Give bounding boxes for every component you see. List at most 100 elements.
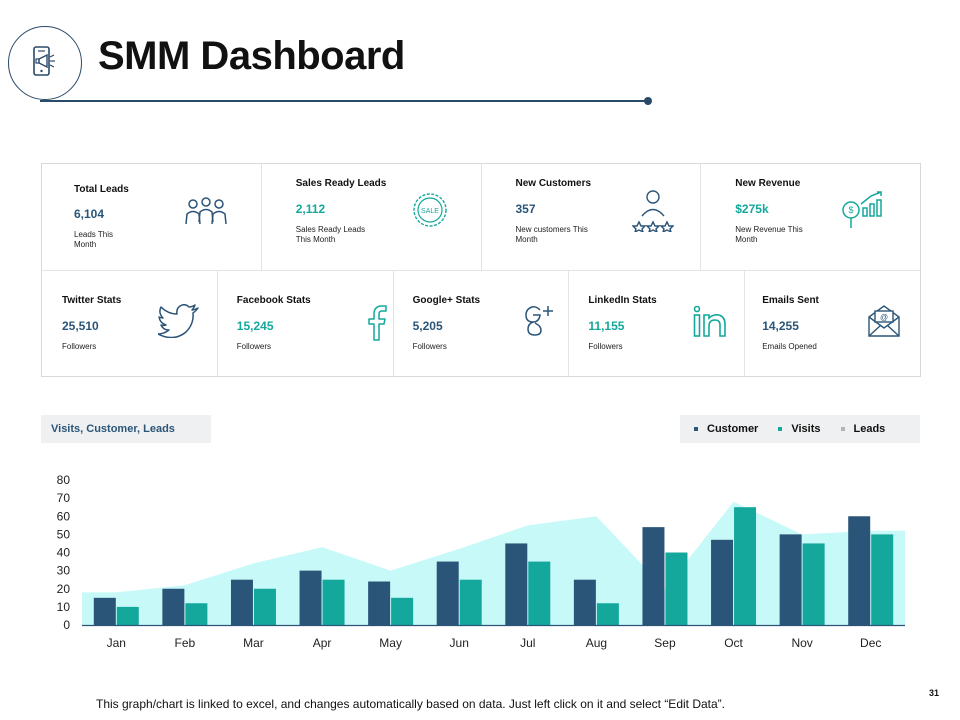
stat-label: New Customers [515,178,592,189]
bar-visits-aug [596,603,619,625]
sale-badge-icon: SALE [413,193,447,227]
x-tick-label-sep: Sep [654,636,676,650]
svg-text:SALE: SALE [421,208,439,215]
title-underline-dot [644,97,652,105]
stats-row-leads: Total Leads 6,104 Leads This Month Sales… [42,164,920,271]
customer-stars-icon [631,190,674,232]
legend-label: Visits [791,423,821,435]
stat-new-customers: New Customers 357 New customers This Mon… [482,164,702,270]
revenue-growth-icon: $ [842,191,882,228]
stat-value: 11,155 [588,319,625,333]
page-title: SMM Dashboard [98,34,405,78]
y-tick-label: 50 [57,527,71,541]
legend-swatch-visits [778,427,783,431]
legend-swatch-customer [694,427,698,431]
stat-subtext: Followers [62,342,97,351]
stat-facebook: Facebook Stats 15,245 Followers [218,270,394,376]
x-tick-label-aug: Aug [586,636,607,650]
y-tick-label: 70 [57,491,71,505]
stat-label: Total Leads [74,184,129,195]
x-tick-label-dec: Dec [860,636,881,650]
linkedin-icon [694,306,727,337]
bar-visits-jan [116,606,139,625]
email-icon: @ [868,305,900,337]
stat-value: 2,112 [295,202,326,216]
twitter-icon [158,304,199,338]
y-tick-label: 0 [63,618,70,632]
bar-visits-nov [802,543,825,625]
bar-customer-jul [505,543,528,625]
x-tick-label-mar: Mar [243,636,264,650]
stat-value: 25,510 [62,319,99,333]
stat-value: 6,104 [74,207,105,221]
x-tick-label-oct: Oct [724,636,743,650]
bar-visits-mar [253,588,276,625]
bar-visits-apr [322,579,345,625]
x-tick-label-feb: Feb [175,636,196,650]
y-tick-label: 40 [57,546,71,560]
stat-sales-ready-leads: Sales Ready Leads 2,112 Sales Ready Lead… [262,164,482,270]
x-tick-label-apr: Apr [313,636,332,650]
bar-customer-may [368,581,391,625]
bar-customer-nov [779,534,802,625]
bar-customer-jan [93,597,116,625]
bar-customer-feb [162,588,185,625]
bar-customer-mar [230,579,253,625]
stat-label: Emails Sent [762,295,819,306]
x-tick-label-jul: Jul [520,636,535,650]
legend-label: Leads [853,423,886,435]
x-tick-label-may: May [379,636,402,650]
area-series-leads [82,501,905,625]
people-group-icon [185,197,227,225]
stat-total-leads: Total Leads 6,104 Leads This Month [42,164,262,270]
legend-swatch-leads [840,427,845,431]
stat-label: New Revenue [735,178,801,189]
bar-visits-sep [665,552,688,625]
y-tick-label: 80 [57,473,71,487]
chart-label-box: Visits, Customer, Leads [41,415,211,443]
stat-value: $275k [735,202,769,216]
stat-subtext: Sales Ready Leads This Month [295,225,366,244]
y-tick-label: 30 [57,564,71,578]
legend-label: Customer [707,423,759,435]
stat-label: Sales Ready Leads [295,178,387,189]
stat-subtext: New customers This Month [515,225,588,244]
stat-value: 15,245 [236,319,274,333]
stat-subtext: Leads This Month [74,230,113,249]
legend-item-customer: Customer [694,423,758,435]
bar-visits-may [391,597,414,625]
bar-customer-jun [436,561,459,625]
stat-subtext: Followers [588,342,623,351]
bar-visits-jul [528,561,551,625]
facebook-icon [368,305,387,341]
x-tick-label-jun: Jun [450,636,469,650]
google-plus-icon [524,306,553,336]
stat-subtext: New Revenue This Month [735,225,803,244]
stat-label: Twitter Stats [62,295,122,306]
stat-subtext: Followers [236,342,272,351]
stat-value: 5,205 [412,319,443,333]
footer-note: This graph/chart is linked to excel, and… [96,697,725,711]
bar-customer-dec [848,516,871,625]
logo-badge [8,26,82,100]
stat-label: Facebook Stats [236,295,311,306]
svg-text:@: @ [880,313,888,322]
bar-customer-oct [711,539,734,625]
y-tick-label: 60 [57,509,71,523]
chart-legend: Customer Visits Leads [680,415,920,443]
stat-google-plus: Google+ Stats 5,205 Followers [394,270,570,376]
bar-customer-sep [642,527,665,625]
combo-chart: 0 10 20 30 40 50 60 70 80 Jan Feb Mar Apr May Jun Jul Au… [57,473,905,650]
stat-twitter: Twitter Stats 25,510 Followers [42,270,218,376]
stat-value: 357 [515,202,536,216]
bar-visits-dec [871,534,894,625]
stat-value: 14,255 [762,319,799,333]
chart-label: Visits, Customer, Leads [51,423,175,435]
stat-new-revenue: New Revenue $275k New Revenue This Month… [701,164,920,270]
y-tick-label: 20 [57,582,71,596]
stat-label: Google+ Stats [412,295,481,306]
page-number: 31 [929,688,940,698]
stat-subtext: Followers [412,342,447,351]
stat-subtext: Emails Opened [762,342,817,351]
bar-visits-jun [459,579,482,625]
